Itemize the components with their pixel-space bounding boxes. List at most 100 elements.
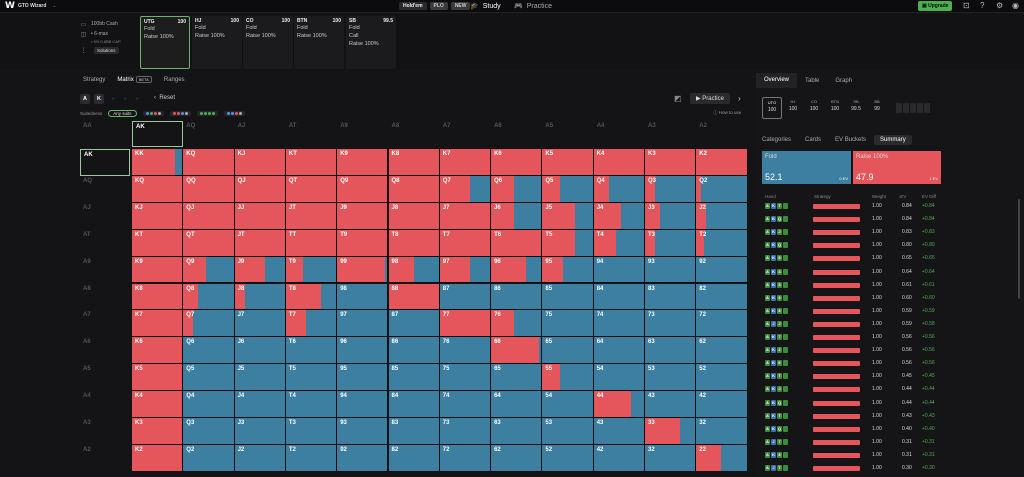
column-header[interactable]: A7 [442,123,451,129]
summary-row[interactable]: A K 9 1.00 0.60 +0.60 [762,292,1012,305]
row-header[interactable]: A5 [83,366,91,373]
summary-row[interactable]: A K T 1.00 0.45 +0.45 [762,370,1012,383]
matrix-cell[interactable]: 97 [337,310,389,338]
matrix-cell[interactable]: 66 [491,337,543,365]
column-header[interactable]: A2 [699,123,707,129]
matrix-cell[interactable]: K3 [645,149,697,176]
matrix-cell[interactable]: 92 [337,444,389,472]
matrix-cell[interactable]: 55 [542,364,594,392]
matrix-cell[interactable]: T2 [285,444,338,472]
matrix-cell[interactable]: Q5 [183,364,235,392]
position-action[interactable]: Fold [144,26,155,32]
matrix-cell[interactable]: K5 [542,149,594,176]
matrix-cell[interactable]: T8 [285,283,338,311]
card-select-4[interactable]: - [124,96,126,102]
matrix-cell[interactable]: JT [285,202,338,230]
upgrade-button[interactable]: ▣ Upgrade [918,1,953,11]
matrix-cell[interactable]: 82 [696,283,748,311]
matrix-cell[interactable]: 74 [439,391,492,418]
matrix-cell[interactable]: 85 [388,364,440,392]
matrix-cell[interactable]: 43 [593,418,645,445]
matrix-cell[interactable]: 84 [388,391,440,418]
matrix-cell[interactable]: 62 [696,337,748,365]
row-header[interactable]: AQ [83,177,92,184]
summary-row[interactable]: A J J 1.00 0.59 +0.58 [762,318,1012,331]
matrix-cell[interactable]: 42 [593,444,645,472]
matrix-cell[interactable]: T4 [285,391,338,418]
matrix-cell[interactable]: Q7 [183,310,235,338]
matrix-cell[interactable]: 42 [696,391,748,418]
position-action[interactable]: Fold [246,25,257,31]
matrix-cell[interactable]: 65 [542,337,594,365]
matrix-cell[interactable]: JJ [234,202,286,230]
matrix-cell[interactable]: Q9 [337,175,389,203]
matrix-cell[interactable]: Q4 [183,391,235,418]
tab-table[interactable]: Table [805,77,820,84]
summary-row[interactable]: A K Q 1.00 0.80 +0.80 [762,239,1012,252]
position-action[interactable]: Raise 100% [195,33,225,39]
matrix-cell[interactable]: QJ [183,202,235,230]
logo[interactable]: W GTO Wizard ⌄ [5,1,57,11]
suit-filter-3[interactable] [196,111,218,116]
matrix-cell[interactable]: 22 [696,444,748,472]
matrix-cell[interactable]: Q3 [183,418,235,445]
matrix-cell[interactable]: J8 [388,202,440,230]
matrix-cell[interactable]: J8 [234,283,286,311]
card-select-2[interactable]: K [94,94,104,104]
subtab-categories[interactable]: Categories [762,137,792,143]
summary-row[interactable]: A K J 1.00 0.44 +0.44 [762,383,1012,396]
summary-row[interactable]: A K 3 1.00 0.61 +0.61 [762,279,1012,292]
matrix-cell[interactable]: 86 [491,283,543,311]
scrollbar[interactable] [1018,199,1020,299]
matrix-cell[interactable]: T6 [491,229,543,257]
matrix-cell[interactable]: T7 [285,310,338,338]
position-card-sb[interactable]: SB 99.5 Fold Call Raise 100% [346,16,396,69]
matrix-cell[interactable]: 96 [491,256,543,284]
summary-row[interactable]: A J 7 1.00 0.31 +0.31 [762,436,1012,449]
matrix-cell[interactable]: T2 [696,229,748,257]
row-header[interactable]: A4 [83,393,91,400]
matrix-cell[interactable]: KJ [234,149,286,176]
position-action[interactable]: Fold [195,25,206,31]
matrix-cell[interactable]: 62 [491,444,543,472]
matrix-cell[interactable]: 53 [542,418,594,445]
column-header[interactable]: AA [83,123,92,129]
matrix-cell[interactable]: K8 [132,283,184,311]
mode-holdem[interactable]: Hold'em [399,2,427,10]
matrix-cell[interactable]: KT [285,149,338,176]
summary-row[interactable]: A K T 1.00 0.84 +0.84 [762,200,1012,213]
matrix-cell[interactable]: K4 [132,391,184,418]
practice-button[interactable]: ▶ Practice [690,93,730,104]
matrix-cell[interactable]: QQ [183,175,235,203]
fold-summary[interactable]: Fold 52.1 0 EV [762,151,851,184]
matrix-cell[interactable]: J3 [234,418,286,445]
row-header[interactable]: A8 [83,285,91,292]
right-position-btn[interactable]: BTN 100 [825,97,845,119]
matrix-cell[interactable]: 65 [491,364,543,392]
matrix-cell[interactable]: T9 [285,256,338,284]
matrix-cell[interactable]: Q2 [696,175,748,203]
matrix-cell[interactable]: 87 [439,283,492,311]
matrix-cell[interactable]: 54 [593,364,645,392]
matrix-cell[interactable]: T8 [388,229,440,257]
matrix-cell[interactable]: Q8 [388,175,440,203]
matrix-cell[interactable]: KK [132,149,184,176]
row-header[interactable]: A3 [83,420,91,426]
matrix-cell[interactable]: 64 [491,391,543,418]
matrix-cell[interactable]: Q2 [183,444,235,472]
matrix-cell[interactable]: 63 [645,337,697,365]
matrix-cell[interactable]: 84 [593,283,645,311]
matrix-cell[interactable]: 82 [388,444,440,472]
col-ev-diff[interactable]: EV Diff [922,194,936,199]
summary-row[interactable]: A K Q 1.00 0.40 +0.40 [762,423,1012,436]
matrix-cell[interactable]: K9 [132,256,184,284]
summary-row[interactable]: A K 8 1.00 0.59 +0.59 [762,305,1012,318]
card-select-3[interactable]: - [112,96,114,102]
column-header[interactable]: A3 [648,123,656,129]
matrix-cell[interactable]: J6 [234,337,286,365]
column-header[interactable]: AQ [186,123,196,129]
position-action[interactable]: Fold [297,25,308,31]
tab-matrix[interactable]: Matrix BETA [117,76,152,83]
matrix-cell[interactable]: T5 [542,229,594,257]
matrix-cell[interactable]: 83 [388,418,440,445]
